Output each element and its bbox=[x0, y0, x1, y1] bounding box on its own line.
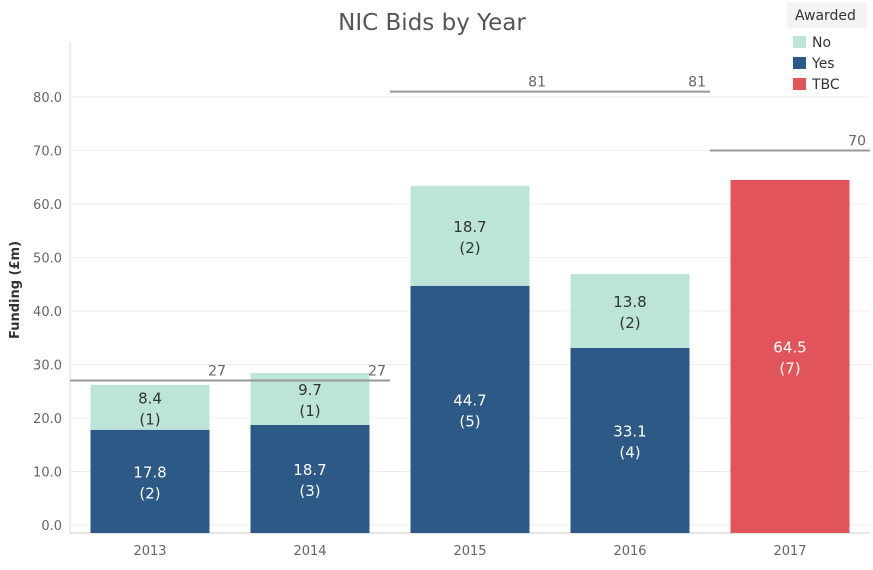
data-label: 13.8 bbox=[613, 293, 646, 311]
legend-swatch-tbc[interactable] bbox=[793, 78, 806, 90]
x-tick-label: 2013 bbox=[133, 544, 166, 559]
reference-line-label: 70 bbox=[848, 134, 866, 150]
count-label: (2) bbox=[139, 484, 160, 502]
y-axis-label: Funding (£m) bbox=[8, 241, 23, 339]
y-tick-label: 20.0 bbox=[33, 412, 62, 427]
count-label: (2) bbox=[619, 314, 640, 332]
bar-no-2015[interactable] bbox=[410, 185, 530, 286]
y-tick-label: 50.0 bbox=[33, 252, 62, 267]
data-label: 18.7 bbox=[453, 218, 486, 236]
bar-no-2016[interactable] bbox=[570, 274, 690, 348]
reference-line-label: 81 bbox=[688, 75, 706, 91]
count-label: (5) bbox=[459, 412, 480, 430]
bar-tbc-2017[interactable] bbox=[730, 179, 850, 534]
x-tick-label: 2016 bbox=[613, 544, 646, 559]
legend-swatch-no[interactable] bbox=[793, 36, 806, 48]
y-tick-label: 70.0 bbox=[33, 145, 62, 160]
bar-no-2013[interactable] bbox=[90, 384, 210, 430]
legend-title: Awarded bbox=[795, 8, 856, 24]
x-tick-label: 2014 bbox=[293, 544, 326, 559]
data-label: 9.7 bbox=[298, 381, 322, 399]
data-label: 64.5 bbox=[773, 338, 806, 356]
x-tick-label: 2017 bbox=[773, 544, 806, 559]
count-label: (7) bbox=[779, 359, 800, 377]
y-tick-label: 60.0 bbox=[33, 198, 62, 213]
count-label: (3) bbox=[299, 482, 320, 500]
legend: Awarded No Yes TBC bbox=[787, 2, 867, 93]
count-label: (1) bbox=[299, 402, 320, 420]
legend-label[interactable]: TBC bbox=[811, 77, 840, 93]
y-tick-label: 40.0 bbox=[33, 305, 62, 320]
bar-yes-2015[interactable] bbox=[410, 285, 530, 534]
count-label: (2) bbox=[459, 239, 480, 257]
legend-label[interactable]: Yes bbox=[811, 56, 835, 72]
legend-label[interactable]: No bbox=[812, 35, 831, 51]
reference-line-label: 27 bbox=[208, 364, 226, 380]
data-label: 17.8 bbox=[133, 463, 166, 481]
legend-swatch-yes[interactable] bbox=[793, 57, 806, 69]
data-label: 8.4 bbox=[138, 389, 162, 407]
x-tick-label: 2015 bbox=[453, 544, 486, 559]
y-tick-label: 80.0 bbox=[33, 91, 62, 106]
bar-yes-2014[interactable] bbox=[250, 424, 370, 534]
chart-title: NIC Bids by Year bbox=[338, 10, 526, 36]
bar-yes-2016[interactable] bbox=[570, 347, 690, 534]
reference-line-label: 81 bbox=[528, 75, 546, 91]
y-tick-label: 30.0 bbox=[33, 359, 62, 374]
bar-yes-2013[interactable] bbox=[90, 429, 210, 534]
y-tick-label: 0.0 bbox=[41, 519, 62, 534]
count-label: (4) bbox=[619, 443, 640, 461]
bar-no-2014[interactable] bbox=[250, 373, 370, 425]
reference-line-label: 27 bbox=[368, 364, 386, 380]
legend-title-box bbox=[787, 2, 867, 28]
data-label: 44.7 bbox=[453, 391, 486, 409]
y-tick-label: 10.0 bbox=[33, 466, 62, 481]
count-label: (1) bbox=[139, 410, 160, 428]
data-label: 18.7 bbox=[293, 461, 326, 479]
data-label: 33.1 bbox=[613, 422, 646, 440]
